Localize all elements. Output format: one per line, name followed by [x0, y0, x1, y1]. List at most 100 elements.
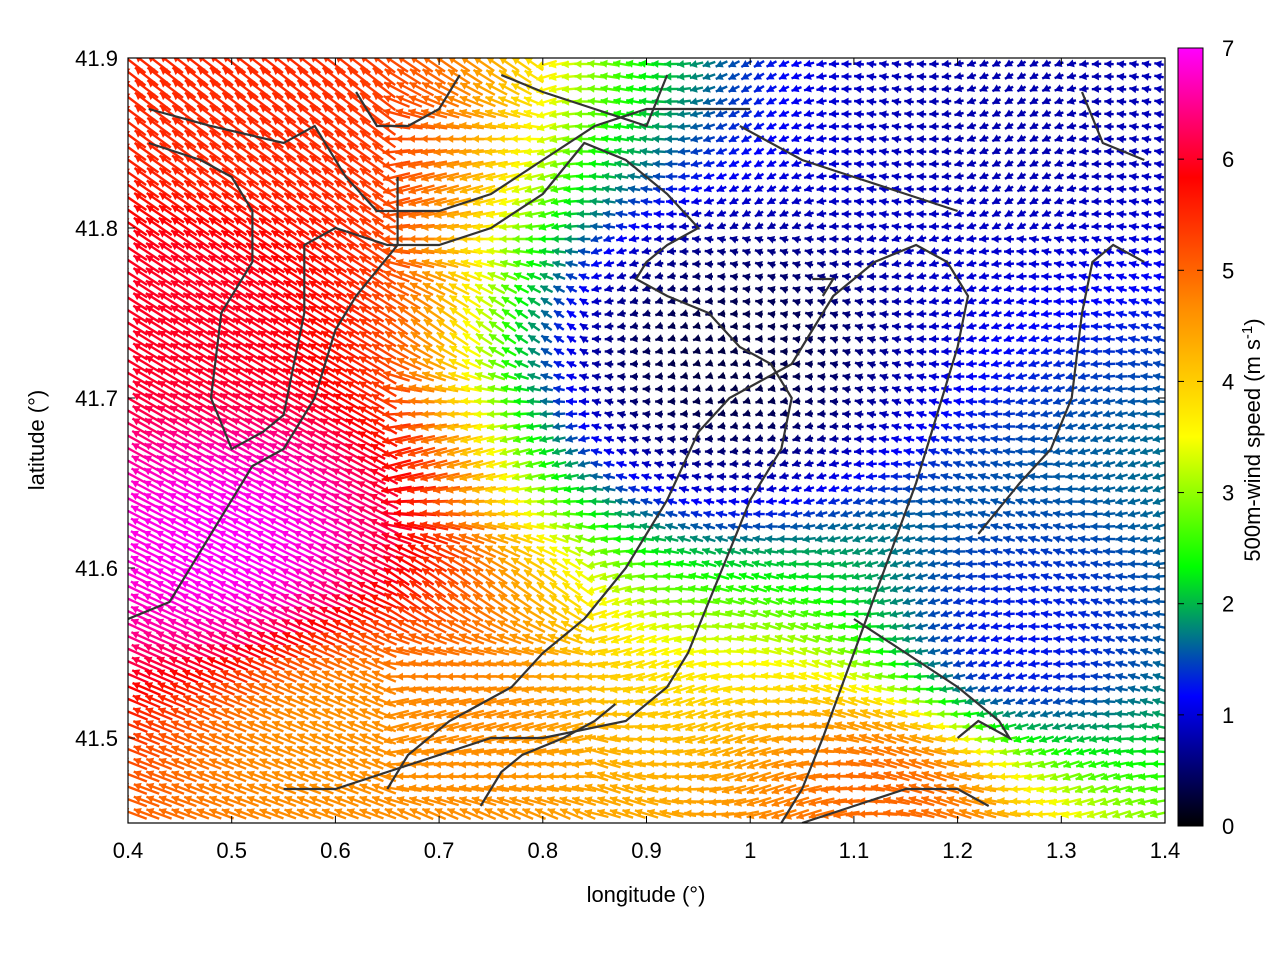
wind-arrow [1077, 472, 1091, 481]
wind-arrow [1029, 222, 1039, 230]
wind-arrow [664, 97, 679, 106]
wind-arrow [979, 146, 989, 155]
wind-arrow [1065, 598, 1078, 606]
wind-arrow [371, 104, 397, 124]
wind-arrow [978, 397, 990, 406]
wind-arrow [791, 446, 802, 455]
wind-arrow [702, 85, 716, 93]
wind-arrow [941, 122, 952, 131]
wind-arrow [751, 547, 767, 556]
wind-arrow [652, 135, 666, 143]
wind-arrow [990, 572, 1003, 581]
wind-arrow [1153, 272, 1165, 281]
wind-arrow [614, 497, 629, 506]
wind-arrow [978, 322, 990, 330]
wind-arrow [600, 59, 618, 68]
wind-arrow [591, 335, 602, 344]
wind-arrow [866, 160, 877, 169]
wind-arrow [1115, 298, 1128, 306]
wind-arrow [501, 320, 517, 333]
wind-arrow [753, 97, 765, 106]
wind-arrow [1128, 210, 1140, 219]
wind-arrow [220, 204, 248, 224]
wind-arrow [692, 396, 701, 405]
wind-arrow [1102, 509, 1116, 518]
wind-arrow [853, 110, 865, 119]
wind-arrow [717, 309, 726, 318]
wind-arrow [1078, 647, 1090, 656]
wind-arrow [1064, 722, 1079, 731]
wind-arrow [867, 348, 876, 357]
wind-arrow [473, 58, 495, 72]
wind-arrow [891, 297, 902, 306]
wind-arrow [966, 322, 977, 330]
wind-arrow [940, 535, 953, 543]
wind-arrow [537, 172, 556, 181]
wind-arrow [1152, 397, 1165, 406]
wind-arrow [1153, 247, 1165, 256]
wind-arrow [283, 192, 310, 211]
wind-arrow [916, 272, 927, 280]
wind-arrow [1103, 235, 1115, 244]
wind-arrow [891, 210, 902, 219]
wind-arrow [1090, 647, 1103, 656]
wind-arrow [966, 259, 977, 268]
wind-arrow [1115, 610, 1128, 619]
wind-arrow [767, 298, 776, 307]
wind-arrow [1152, 647, 1165, 656]
wind-arrow [854, 285, 864, 294]
wind-arrow [566, 297, 577, 306]
wind-arrow [1028, 235, 1040, 244]
wind-arrow [929, 172, 939, 181]
wind-arrow [1004, 209, 1014, 218]
wind-arrow [1003, 647, 1015, 656]
wind-arrow [1091, 97, 1102, 106]
wind-arrow [1077, 359, 1091, 368]
wind-arrow [591, 423, 602, 431]
wind-arrow [1002, 697, 1016, 706]
wind-arrow [730, 297, 738, 306]
wind-arrow [641, 222, 652, 231]
wind-arrow [1029, 184, 1039, 193]
wind-arrow [1003, 659, 1015, 668]
wind-arrow [615, 210, 628, 219]
wind-arrow [407, 108, 436, 119]
wind-arrow [1102, 722, 1116, 731]
wind-arrow [766, 109, 777, 118]
wind-arrow [1066, 84, 1077, 93]
wind-arrow [804, 446, 814, 455]
wind-arrow [778, 184, 790, 193]
wind-arrow [1141, 247, 1152, 256]
wind-arrow [1115, 472, 1128, 481]
wind-arrow [642, 334, 651, 343]
wind-arrow [433, 121, 460, 130]
wind-arrow [1027, 434, 1041, 443]
wind-arrow [891, 110, 902, 119]
wind-arrow [629, 284, 639, 292]
wind-arrow [966, 372, 977, 381]
wind-arrow [591, 297, 602, 306]
wind-arrow [1016, 171, 1027, 180]
wind-arrow [990, 597, 1003, 606]
wind-arrow [904, 322, 914, 331]
wind-arrow [527, 321, 541, 332]
wind-arrow [641, 435, 652, 444]
wind-arrow [866, 459, 877, 468]
wind-arrow [654, 448, 664, 456]
wind-arrow [664, 60, 679, 68]
wind-arrow [940, 448, 953, 456]
wind-arrow [977, 535, 991, 544]
wind-arrow [916, 347, 927, 356]
wind-arrow [667, 346, 676, 355]
wind-arrow [1102, 397, 1116, 406]
wind-arrow [1127, 635, 1141, 644]
wind-arrow [965, 547, 978, 556]
wind-arrow [916, 373, 927, 381]
wind-arrow [1002, 435, 1016, 444]
wind-arrow [827, 522, 841, 531]
wind-arrow [1028, 622, 1040, 631]
wind-arrow [879, 247, 889, 255]
wind-arrow [1151, 722, 1165, 731]
wind-arrow [667, 359, 676, 368]
wind-arrow [1140, 597, 1153, 606]
